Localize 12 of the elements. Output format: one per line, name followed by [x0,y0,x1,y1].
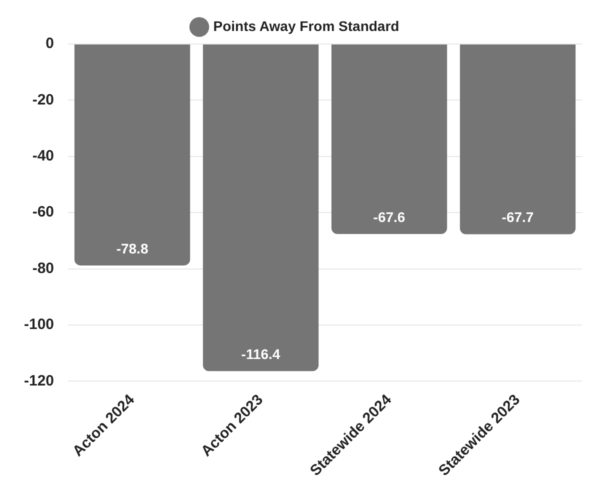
data-label: -78.8 [116,240,148,256]
y-tick-label: -120 [24,372,54,390]
legend-label: Points Away From Standard [213,18,400,34]
data-label: -67.7 [502,209,534,226]
y-tick-label: -20 [32,91,54,108]
data-label: -116.4 [241,346,280,362]
y-tick-label: -80 [32,260,54,277]
y-tick-label: -60 [32,204,54,221]
y-tick-label: 0 [46,35,54,52]
data-label: -67.6 [373,208,406,225]
y-tick-label: -100 [24,316,54,334]
y-tick-label: -40 [32,148,54,165]
